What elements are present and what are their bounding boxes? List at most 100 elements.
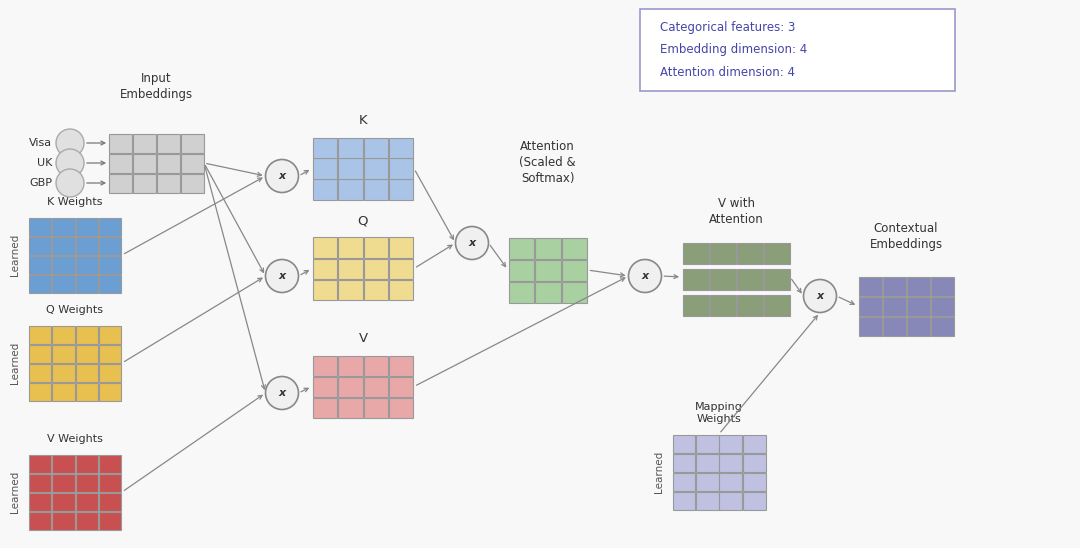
Bar	[859, 296, 881, 316]
Bar	[389, 279, 414, 300]
Bar	[389, 138, 414, 157]
Bar	[99, 493, 121, 511]
Bar	[338, 138, 363, 157]
Bar	[764, 269, 789, 289]
Bar	[76, 454, 98, 472]
Bar	[108, 174, 132, 192]
Bar	[509, 237, 534, 259]
Circle shape	[456, 226, 488, 260]
Circle shape	[56, 129, 84, 157]
Bar	[389, 237, 414, 258]
Bar	[719, 472, 742, 490]
Circle shape	[266, 260, 298, 293]
Bar	[743, 435, 766, 453]
Bar	[28, 326, 51, 344]
Text: UK: UK	[37, 158, 52, 168]
Bar	[859, 317, 881, 335]
Bar	[338, 180, 363, 199]
Bar	[312, 158, 337, 179]
Bar	[99, 218, 121, 236]
Bar	[364, 158, 388, 179]
Bar	[99, 255, 121, 273]
Bar	[133, 134, 156, 152]
Bar	[931, 317, 954, 335]
Bar	[673, 492, 696, 510]
Text: GBP: GBP	[29, 178, 52, 188]
Bar	[710, 269, 735, 289]
Bar	[180, 153, 203, 173]
Bar	[312, 376, 337, 397]
Bar	[859, 277, 881, 295]
Bar	[52, 363, 75, 381]
Bar	[52, 493, 75, 511]
Text: V with
Attention: V with Attention	[708, 197, 764, 226]
Bar	[719, 435, 742, 453]
Text: Input
Embeddings: Input Embeddings	[120, 72, 192, 101]
Bar	[52, 454, 75, 472]
Text: V: V	[359, 332, 367, 345]
Bar	[28, 345, 51, 362]
Bar	[364, 138, 388, 157]
Bar	[52, 473, 75, 492]
Bar	[99, 511, 121, 529]
Bar	[312, 237, 337, 258]
Bar	[180, 174, 203, 192]
Bar	[364, 237, 388, 258]
Bar	[99, 345, 121, 362]
Bar	[696, 435, 718, 453]
Bar	[76, 275, 98, 293]
Bar	[696, 472, 718, 490]
Bar	[509, 282, 534, 302]
Bar	[157, 153, 179, 173]
Bar	[338, 397, 363, 418]
Bar	[99, 454, 121, 472]
Bar	[743, 492, 766, 510]
Bar	[157, 134, 179, 152]
Bar	[906, 317, 930, 335]
Bar	[509, 260, 534, 281]
Text: Contextual
Embeddings: Contextual Embeddings	[869, 222, 943, 251]
Text: Q Weights: Q Weights	[46, 305, 104, 315]
Bar	[157, 174, 179, 192]
Text: x: x	[279, 388, 285, 398]
Bar	[76, 493, 98, 511]
Text: Categorical features: 3: Categorical features: 3	[660, 21, 795, 35]
Bar	[389, 158, 414, 179]
Bar	[338, 356, 363, 375]
Bar	[338, 279, 363, 300]
Bar	[931, 277, 954, 295]
Bar	[108, 153, 132, 173]
Text: x: x	[642, 271, 649, 281]
Text: V Weights: V Weights	[48, 434, 103, 444]
Bar	[52, 237, 75, 254]
Bar	[882, 317, 905, 335]
Text: K Weights: K Weights	[48, 197, 103, 207]
Bar	[312, 356, 337, 375]
Text: x: x	[469, 238, 475, 248]
Bar	[364, 279, 388, 300]
Bar	[882, 277, 905, 295]
Bar	[710, 294, 735, 316]
Bar	[338, 158, 363, 179]
Bar	[389, 356, 414, 375]
Bar	[312, 279, 337, 300]
Text: Embedding dimension: 4: Embedding dimension: 4	[660, 43, 807, 56]
Bar	[737, 294, 762, 316]
Bar	[338, 237, 363, 258]
Bar	[28, 218, 51, 236]
Bar	[133, 153, 156, 173]
Bar	[535, 282, 561, 302]
Bar	[52, 218, 75, 236]
Text: Attention dimension: 4: Attention dimension: 4	[660, 66, 795, 78]
Bar	[108, 134, 132, 152]
Bar	[389, 180, 414, 199]
Bar	[364, 376, 388, 397]
Bar	[338, 259, 363, 278]
Bar	[764, 243, 789, 264]
Bar	[562, 282, 588, 302]
Bar	[743, 454, 766, 471]
Bar	[99, 473, 121, 492]
Text: x: x	[816, 291, 824, 301]
Bar	[99, 383, 121, 401]
Bar	[28, 363, 51, 381]
